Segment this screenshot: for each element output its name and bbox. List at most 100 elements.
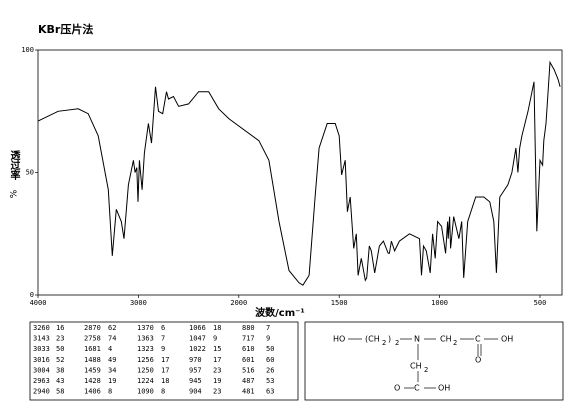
structure-label: OH <box>438 384 450 393</box>
peak-cell: 18 <box>213 324 221 332</box>
peak-cell: 1250 <box>137 366 154 374</box>
x-tick-label: 2000 <box>230 299 247 307</box>
peak-cell: 957 <box>189 366 202 374</box>
peak-cell: 610 <box>242 345 255 353</box>
peak-cell: 1370 <box>137 324 154 332</box>
structure-label: 2 <box>382 339 386 347</box>
peak-cell: 4 <box>108 345 112 353</box>
peak-cell: 1090 <box>137 388 154 396</box>
peak-cell: 3016 <box>33 356 50 364</box>
peak-cell: 26 <box>266 366 274 374</box>
peak-cell: 9 <box>213 335 217 343</box>
peak-cell: 487 <box>242 377 255 385</box>
peak-cell: 1224 <box>137 377 154 385</box>
peak-cell: 18 <box>161 377 169 385</box>
peak-cell: 60 <box>266 356 274 364</box>
peak-cell: 38 <box>56 366 64 374</box>
structure-label: 2 <box>424 366 428 374</box>
peak-cell: 481 <box>242 388 255 396</box>
peak-cell: 1681 <box>84 345 101 353</box>
peak-cell: 945 <box>189 377 202 385</box>
y-tick-label: 0 <box>30 291 34 299</box>
peak-cell: 1256 <box>137 356 154 364</box>
structure-label: C <box>414 384 420 393</box>
peak-cell: 50 <box>56 345 64 353</box>
peak-cell: 49 <box>108 356 116 364</box>
peak-cell: 1406 <box>84 388 101 396</box>
peak-cell: 16 <box>56 324 64 332</box>
peak-cell: 1047 <box>189 335 206 343</box>
peak-cell: 601 <box>242 356 255 364</box>
peak-cell: 970 <box>189 356 202 364</box>
peak-cell: 6 <box>161 324 165 332</box>
peak-cell: 53 <box>266 377 274 385</box>
peak-cell: 23 <box>213 388 221 396</box>
structure-label: OH <box>501 335 513 344</box>
spectrum-line <box>37 60 561 286</box>
structure-label: HO <box>333 335 345 344</box>
peak-cell: 23 <box>56 335 64 343</box>
peak-cell: 1488 <box>84 356 101 364</box>
structure-label: ) <box>388 335 391 344</box>
peak-cell: 1363 <box>137 335 154 343</box>
peak-cell: 7 <box>161 335 165 343</box>
y-tick-label: 50 <box>26 169 34 177</box>
peak-cell: 50 <box>266 345 274 353</box>
peak-cell: 1428 <box>84 377 101 385</box>
chart-title: KBr压片法 <box>38 22 93 36</box>
peak-cell: 717 <box>242 335 255 343</box>
peak-cell: 17 <box>161 356 169 364</box>
plot-frame <box>37 49 563 296</box>
x-tick-label: 500 <box>534 299 547 307</box>
peak-cell: 52 <box>56 356 64 364</box>
peak-cell: 1022 <box>189 345 206 353</box>
structure-frame <box>304 321 564 401</box>
peak-cell: 9 <box>161 345 165 353</box>
y-tick-label: 100 <box>21 46 34 54</box>
peak-cell: 74 <box>108 335 116 343</box>
structure-label: C <box>475 335 481 344</box>
structure-label: O <box>475 356 481 365</box>
structure-label: (CH <box>365 335 380 344</box>
peak-cell: 17 <box>213 356 221 364</box>
x-tick-label: 3000 <box>130 299 147 307</box>
structure-label: 2 <box>395 339 399 347</box>
peak-cell: 23 <box>213 366 221 374</box>
peak-table-frame <box>29 321 299 401</box>
peak-cell: 19 <box>213 377 221 385</box>
peak-cell: 8 <box>108 388 112 396</box>
peak-cell: 58 <box>56 388 64 396</box>
peak-cell: 34 <box>108 366 116 374</box>
peak-cell: 516 <box>242 366 255 374</box>
peak-cell: 3004 <box>33 366 50 374</box>
peak-cell: 2963 <box>33 377 50 385</box>
peak-cell: 9 <box>266 335 270 343</box>
y-axis-label: 透过率 <box>8 149 20 181</box>
structure-label: O <box>394 384 400 393</box>
peak-cell: 2940 <box>33 388 50 396</box>
structure-label: CH <box>440 335 452 344</box>
peak-cell: 8 <box>161 388 165 396</box>
peak-cell: 904 <box>189 388 202 396</box>
x-tick-label: 1500 <box>331 299 348 307</box>
peak-cell: 3260 <box>33 324 50 332</box>
peak-cell: 2758 <box>84 335 101 343</box>
peak-cell: 2870 <box>84 324 101 332</box>
peak-cell: 1066 <box>189 324 206 332</box>
peak-cell: 3143 <box>33 335 50 343</box>
y-axis-unit: % <box>10 189 20 198</box>
peak-cell: 880 <box>242 324 255 332</box>
peak-cell: 19 <box>108 377 116 385</box>
x-tick-label: 4000 <box>30 299 47 307</box>
peak-cell: 3033 <box>33 345 50 353</box>
peak-cell: 63 <box>266 388 274 396</box>
peak-cell: 17 <box>161 366 169 374</box>
peak-cell: 1459 <box>84 366 101 374</box>
x-tick-label: 1000 <box>431 299 448 307</box>
peak-cell: 15 <box>213 345 221 353</box>
structure-bonds <box>348 338 498 389</box>
structure-label: N <box>414 335 420 344</box>
peak-cell: 43 <box>56 377 64 385</box>
peak-cell: 1323 <box>137 345 154 353</box>
